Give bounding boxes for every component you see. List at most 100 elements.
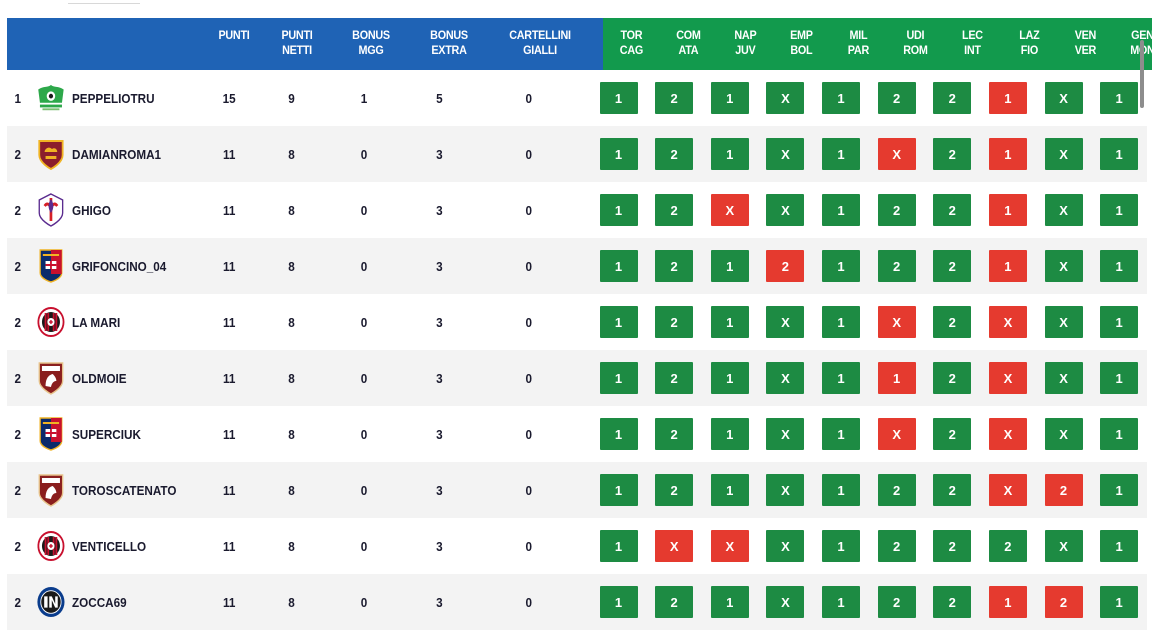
correct-pick-badge[interactable]: 1 — [1100, 306, 1139, 338]
correct-pick-badge[interactable]: X — [766, 138, 805, 170]
correct-pick-badge[interactable]: 1 — [710, 474, 749, 506]
correct-pick-badge[interactable]: 1 — [1100, 194, 1139, 226]
wrong-pick-badge[interactable]: X — [877, 306, 916, 338]
table-row[interactable]: 2 DAMIANROMA1 11 8 0 3 0 1 2 1 X 1 X 2 1 X 1 — [7, 126, 1147, 182]
wrong-pick-badge[interactable]: 2 — [766, 250, 805, 282]
correct-pick-badge[interactable]: 1 — [1100, 362, 1139, 394]
correct-pick-badge[interactable]: 2 — [655, 418, 694, 450]
header-bonus-extra[interactable]: BONUS EXTRA — [430, 28, 468, 57]
correct-pick-badge[interactable]: X — [766, 306, 805, 338]
correct-pick-badge[interactable]: 1 — [1100, 530, 1139, 562]
correct-pick-badge[interactable]: X — [1044, 418, 1083, 450]
correct-pick-badge[interactable]: 1 — [710, 250, 749, 282]
correct-pick-badge[interactable]: 1 — [599, 306, 638, 338]
correct-pick-badge[interactable]: 2 — [933, 194, 972, 226]
correct-pick-badge[interactable]: 1 — [599, 82, 638, 114]
player-name[interactable]: VENTICELLO — [71, 538, 146, 554]
correct-pick-badge[interactable]: 2 — [933, 138, 972, 170]
header-match-6[interactable]: LEC INT — [961, 28, 983, 57]
player-name[interactable]: OLDMOIE — [71, 370, 127, 386]
correct-pick-badge[interactable]: X — [766, 474, 805, 506]
correct-pick-badge[interactable]: 2 — [988, 530, 1027, 562]
table-row[interactable]: 2 TOROSCATENATO 11 8 0 3 0 1 2 1 X 1 2 2 X 2 1 — [7, 462, 1147, 518]
player-name[interactable]: TOROSCATENATO — [71, 482, 177, 498]
correct-pick-badge[interactable]: 2 — [877, 194, 916, 226]
player-name[interactable]: GRIFONCINO_04 — [71, 258, 166, 274]
correct-pick-badge[interactable]: X — [1044, 250, 1083, 282]
player-name[interactable]: ZOCCA69 — [71, 594, 127, 610]
wrong-pick-badge[interactable]: X — [877, 418, 916, 450]
correct-pick-badge[interactable]: 2 — [877, 250, 916, 282]
table-row[interactable]: 2 LA MARI 11 8 0 3 0 1 2 1 X 1 X 2 X X 1 — [7, 294, 1147, 350]
wrong-pick-badge[interactable]: X — [710, 194, 749, 226]
correct-pick-badge[interactable]: 2 — [933, 418, 972, 450]
header-match-3[interactable]: EMP BOL — [790, 28, 814, 57]
header-match-0[interactable]: TOR CAG — [619, 28, 643, 57]
correct-pick-badge[interactable]: 1 — [1100, 418, 1139, 450]
wrong-pick-badge[interactable]: 1 — [988, 82, 1027, 114]
header-punti-netti[interactable]: PUNTI NETTI — [281, 28, 313, 57]
wrong-pick-badge[interactable]: 1 — [988, 138, 1027, 170]
header-match-8[interactable]: VEN VER — [1075, 28, 1097, 57]
table-row[interactable]: 2 OLDMOIE 11 8 0 3 0 1 2 1 X 1 1 2 X X 1 — [7, 350, 1147, 406]
correct-pick-badge[interactable]: 1 — [822, 194, 861, 226]
table-row[interactable]: 2 GRIFONCINO_04 11 8 0 3 0 1 2 1 2 1 2 2 1 X 1 — [7, 238, 1147, 294]
wrong-pick-badge[interactable]: X — [988, 418, 1027, 450]
wrong-pick-badge[interactable]: 2 — [1044, 474, 1083, 506]
correct-pick-badge[interactable]: 2 — [655, 474, 694, 506]
correct-pick-badge[interactable]: 1 — [710, 138, 749, 170]
correct-pick-badge[interactable]: X — [1044, 194, 1083, 226]
wrong-pick-badge[interactable]: 1 — [988, 250, 1027, 282]
correct-pick-badge[interactable]: 1 — [822, 586, 861, 618]
header-match-1[interactable]: COM ATA — [675, 28, 701, 57]
correct-pick-badge[interactable]: 1 — [599, 194, 638, 226]
top-tab[interactable] — [68, 0, 140, 4]
player-name[interactable]: DAMIANROMA1 — [71, 146, 161, 162]
correct-pick-badge[interactable]: 1 — [822, 138, 861, 170]
correct-pick-badge[interactable]: 1 — [599, 474, 638, 506]
correct-pick-badge[interactable]: 2 — [655, 306, 694, 338]
table-row[interactable]: 2 ZOCCA69 11 8 0 3 0 1 2 1 X 1 2 2 1 2 1 — [7, 574, 1147, 630]
correct-pick-badge[interactable]: X — [1044, 82, 1083, 114]
correct-pick-badge[interactable]: 2 — [655, 250, 694, 282]
correct-pick-badge[interactable]: 2 — [655, 82, 694, 114]
header-punti[interactable]: PUNTI — [218, 28, 250, 42]
correct-pick-badge[interactable]: 1 — [1100, 138, 1139, 170]
correct-pick-badge[interactable]: 2 — [877, 82, 916, 114]
player-name[interactable]: SUPERCIUK — [71, 426, 141, 442]
correct-pick-badge[interactable]: 1 — [599, 138, 638, 170]
correct-pick-badge[interactable]: 2 — [933, 474, 972, 506]
correct-pick-badge[interactable]: 2 — [933, 306, 972, 338]
correct-pick-badge[interactable]: 1 — [822, 530, 861, 562]
correct-pick-badge[interactable]: 2 — [877, 530, 916, 562]
correct-pick-badge[interactable]: 2 — [655, 194, 694, 226]
correct-pick-badge[interactable]: X — [766, 362, 805, 394]
wrong-pick-badge[interactable]: 1 — [877, 362, 916, 394]
correct-pick-badge[interactable]: 1 — [822, 474, 861, 506]
header-match-4[interactable]: MIL PAR — [847, 28, 870, 57]
wrong-pick-badge[interactable]: 1 — [988, 586, 1027, 618]
scrollbar[interactable] — [1140, 40, 1144, 108]
wrong-pick-badge[interactable]: X — [655, 530, 694, 562]
table-row[interactable]: 2 VENTICELLO 11 8 0 3 0 1 X X X 1 2 2 2 X 1 — [7, 518, 1147, 574]
player-name[interactable]: PEPPELIOTRU — [71, 90, 155, 106]
correct-pick-badge[interactable]: 1 — [822, 418, 861, 450]
wrong-pick-badge[interactable]: 1 — [988, 194, 1027, 226]
correct-pick-badge[interactable]: 1 — [710, 306, 749, 338]
correct-pick-badge[interactable]: 2 — [655, 138, 694, 170]
correct-pick-badge[interactable]: 1 — [599, 418, 638, 450]
player-name[interactable]: GHIGO — [71, 202, 111, 218]
correct-pick-badge[interactable]: 2 — [655, 586, 694, 618]
header-match-7[interactable]: LAZ FIO — [1018, 28, 1040, 57]
correct-pick-badge[interactable]: X — [1044, 306, 1083, 338]
header-match-9[interactable]: GEN MON — [1130, 28, 1152, 57]
wrong-pick-badge[interactable]: X — [988, 362, 1027, 394]
correct-pick-badge[interactable]: 2 — [933, 530, 972, 562]
correct-pick-badge[interactable]: 1 — [599, 250, 638, 282]
wrong-pick-badge[interactable]: X — [988, 474, 1027, 506]
correct-pick-badge[interactable]: 2 — [877, 474, 916, 506]
correct-pick-badge[interactable]: 2 — [933, 82, 972, 114]
correct-pick-badge[interactable]: 2 — [655, 362, 694, 394]
table-row[interactable]: 2 SUPERCIUK 11 8 0 3 0 1 2 1 X 1 X 2 X X 1 — [7, 406, 1147, 462]
correct-pick-badge[interactable]: 1 — [822, 362, 861, 394]
